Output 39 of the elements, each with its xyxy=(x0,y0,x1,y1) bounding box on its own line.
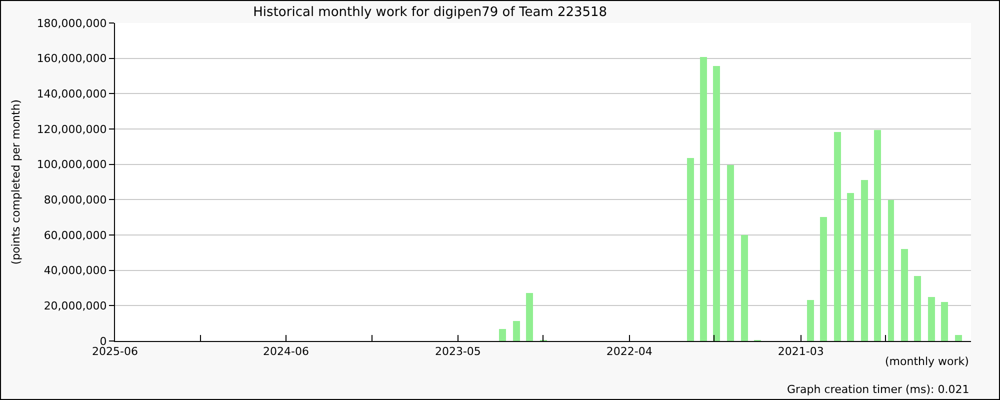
bar xyxy=(513,321,520,341)
bar xyxy=(888,200,894,341)
y-tick-label: 140,000,000 xyxy=(36,88,107,101)
y-tick-label: 80,000,000 xyxy=(44,194,107,207)
x-tick-label: 2025-06 xyxy=(92,345,138,358)
text: Graph creation timer (ms): 0.021 xyxy=(787,383,970,396)
bar xyxy=(820,217,827,341)
bar xyxy=(941,302,948,341)
bar xyxy=(847,193,854,341)
bar xyxy=(807,300,814,341)
bar xyxy=(928,297,935,341)
bar xyxy=(713,66,720,341)
bar xyxy=(914,276,921,341)
bar xyxy=(499,329,506,341)
bar xyxy=(874,130,881,341)
x-tick-label: 2021-03 xyxy=(778,345,824,358)
y-tick-label: 40,000,000 xyxy=(44,264,107,278)
y-tick-label: 120,000,000 xyxy=(36,122,107,136)
bar xyxy=(700,57,707,341)
y-tick-label: 60,000,000 xyxy=(44,228,107,242)
x-axis-title: (monthly work) xyxy=(885,355,969,368)
y-tick-label: 180,000,000 xyxy=(36,16,107,30)
y-tick-label: 0 xyxy=(100,334,107,348)
x-tick-label: 2023-05 xyxy=(434,345,481,358)
bar xyxy=(727,165,734,341)
bar xyxy=(687,158,694,341)
x-tick-label: 2024-06 xyxy=(263,345,310,358)
bar xyxy=(834,132,841,341)
bar xyxy=(901,249,908,341)
y-tick-label: 100,000,000 xyxy=(36,158,107,172)
y-tick-label: 160,000,000 xyxy=(36,52,107,66)
y-axis-title: (points completed per month) xyxy=(9,99,22,265)
bar xyxy=(955,335,962,341)
bar xyxy=(741,235,748,341)
y-tick-label: 20,000,000 xyxy=(44,300,107,313)
bar xyxy=(526,293,533,341)
x-tick-label: 2022-04 xyxy=(606,345,652,358)
chart-title: Historical monthly work for digipen79 of Team 223518 xyxy=(253,5,608,20)
bar xyxy=(861,180,868,341)
